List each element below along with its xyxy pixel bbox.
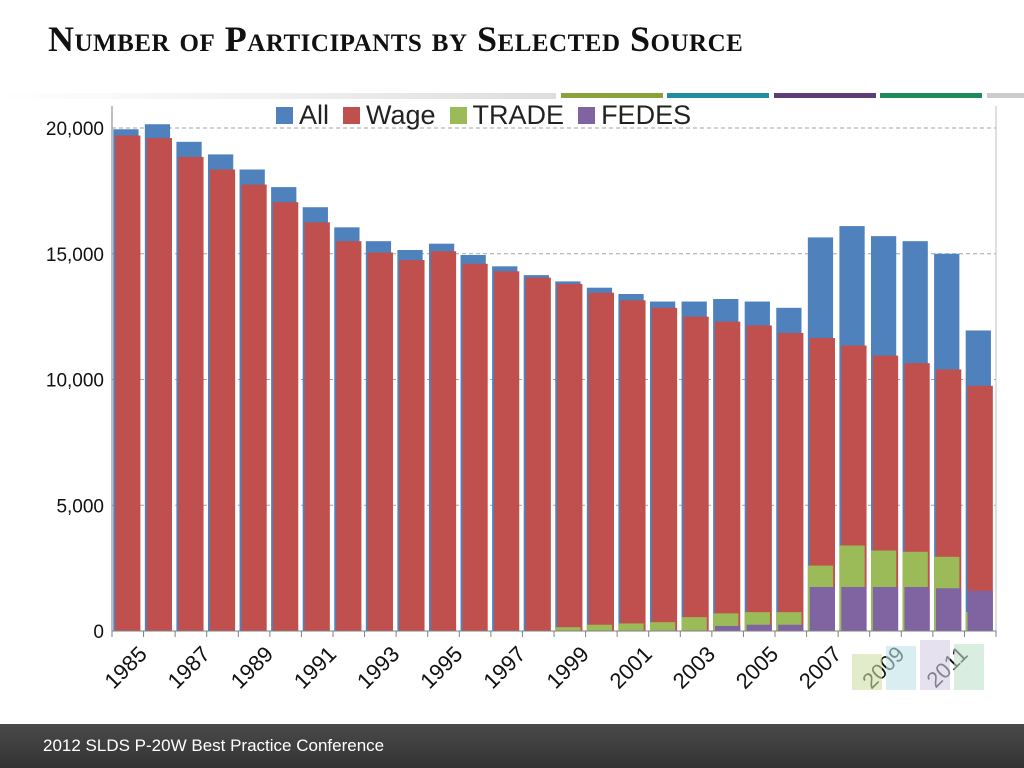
- legend-label-wage: Wage: [366, 100, 436, 130]
- x-tick-label: 1997: [478, 641, 530, 693]
- bar-wage: [430, 251, 457, 632]
- title-underline-accent-3: [774, 93, 876, 98]
- bar-fedes: [841, 586, 867, 631]
- x-tick-label: 1991: [289, 641, 341, 693]
- bar-wage: [525, 277, 551, 631]
- bar-wage: [336, 241, 362, 632]
- chart-legend: All Wage TRADE FEDES: [276, 100, 705, 131]
- bar-wage: [304, 222, 330, 631]
- bar-wage: [683, 316, 709, 631]
- bar-wage: [241, 184, 267, 631]
- x-tick-label: 2003: [668, 641, 720, 693]
- bar-wage: [620, 300, 646, 631]
- bar-wage: [715, 321, 741, 631]
- legend-swatch-fedes: [578, 107, 596, 124]
- x-tick-label: 2005: [731, 641, 783, 693]
- legend-swatch-all: [276, 107, 293, 124]
- x-tick-label: 2007: [794, 641, 846, 693]
- bar-fedes: [936, 588, 962, 631]
- bar-fedes: [967, 590, 993, 631]
- bar-wage: [115, 135, 141, 632]
- footer-bar: 2012 SLDS P-20W Best Practice Conference: [0, 724, 1024, 768]
- title-underline-accent-4: [880, 93, 982, 98]
- bar-wage: [494, 271, 520, 631]
- bar-wage: [178, 156, 204, 632]
- bar-fedes: [778, 624, 804, 631]
- legend-item-wage: Wage: [343, 100, 436, 131]
- bar-wage: [273, 202, 299, 631]
- x-tick-label: 2001: [605, 641, 657, 693]
- bar-wage: [778, 332, 804, 631]
- bar-fedes: [872, 586, 899, 631]
- bar-chart: 0 5,000 10,000 15,000 20,000 1985 1987 1989 1991…: [46, 106, 997, 694]
- y-tick-label: 10,000: [46, 371, 104, 392]
- bar-wage: [146, 138, 172, 631]
- bar-trade: [618, 623, 644, 631]
- y-tick-label: 15,000: [46, 245, 104, 266]
- x-tick-label: 1993: [352, 641, 404, 693]
- bar-wage: [746, 325, 772, 631]
- legend-swatch-wage: [343, 107, 361, 124]
- chart-area: 0 5,000 10,000 15,000 20,000 1985 1987 1989 1991…: [0, 96, 1024, 724]
- x-tick-label: 1995: [415, 641, 467, 693]
- bar-trade: [649, 622, 676, 631]
- legend-label-all: All: [299, 100, 330, 130]
- bar-wage: [399, 260, 425, 631]
- x-tick-label: 1985: [99, 641, 151, 693]
- bar-wage: [462, 263, 488, 631]
- title-underline-fade: [0, 93, 556, 99]
- bar-trade: [681, 617, 707, 631]
- legend-label-fedes: FEDES: [601, 100, 692, 130]
- legend-item-trade: TRADE: [449, 100, 565, 131]
- x-tick-label: 1989: [226, 641, 278, 693]
- title-underline-accent-2: [667, 93, 769, 98]
- bar-trade: [555, 627, 581, 631]
- x-tick-label: 1987: [163, 641, 215, 693]
- bar-trade: [586, 624, 613, 631]
- x-tick-label: 1999: [541, 641, 593, 693]
- y-tick-label: 5,000: [56, 496, 104, 517]
- title-underline-accent-5: [987, 93, 1024, 98]
- bar-fedes: [746, 624, 772, 631]
- bar-wage: [651, 307, 678, 631]
- legend-item-all: All: [276, 100, 329, 131]
- slds-logo-watermark: [852, 640, 984, 690]
- y-tick-label: 0: [93, 622, 104, 643]
- bar-wage: [209, 169, 236, 631]
- page-title: Number of Participants by Selected Sourc…: [48, 19, 744, 59]
- bar-fedes: [715, 625, 741, 631]
- footer-text: 2012 SLDS P-20W Best Practice Conference: [43, 736, 385, 755]
- bar-wage: [557, 283, 583, 631]
- legend-item-fedes: FEDES: [578, 100, 691, 131]
- bar-wage: [588, 292, 614, 631]
- bar-fedes: [809, 586, 835, 631]
- title-underline-accent-1: [561, 93, 663, 98]
- y-tick-label: 20,000: [46, 119, 104, 140]
- legend-label-trade: TRADE: [472, 100, 565, 130]
- legend-swatch-trade: [449, 107, 467, 124]
- bar-wage: [367, 252, 393, 631]
- bar-fedes: [904, 586, 930, 631]
- bar-wage: [967, 385, 993, 631]
